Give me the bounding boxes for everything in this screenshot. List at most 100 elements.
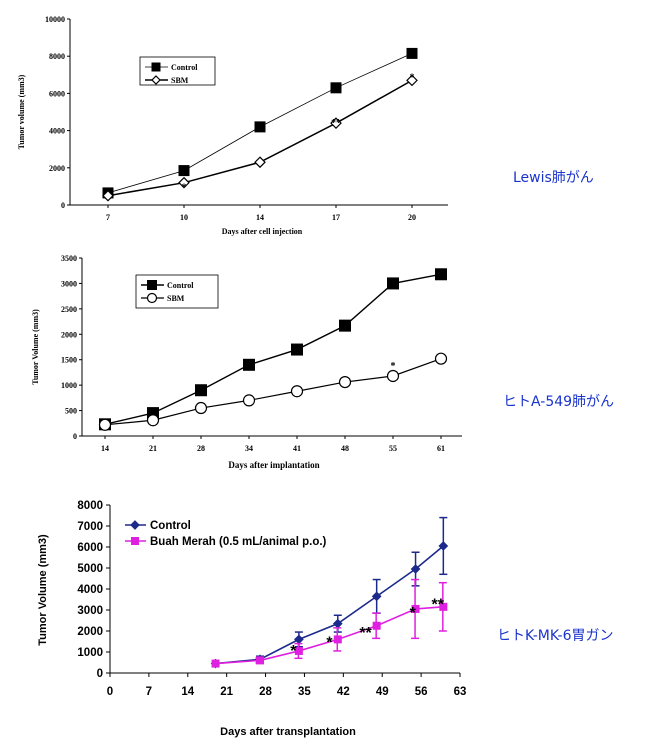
legend: Control SBM: [139, 56, 216, 86]
data-point-control: [406, 47, 418, 59]
significance-marker: *: [410, 605, 417, 622]
x-tick-label: 10: [180, 213, 188, 222]
y-tick-label: 4000: [49, 127, 65, 136]
significance-marker: **: [331, 118, 341, 129]
x-tick-label: 61: [437, 444, 445, 453]
x-axis-label: Days after transplantation: [220, 726, 356, 738]
data-point-sbm: [338, 375, 352, 389]
legend-label: Buah Merah (0.5 mL/animal p.o.): [150, 536, 327, 548]
x-tick-label: 63: [454, 686, 467, 698]
significance-marker: *: [326, 635, 333, 652]
x-tick-label: 28: [259, 686, 272, 698]
series-line-sbm: [107, 79, 413, 197]
data-point-sbm: [194, 401, 208, 415]
x-tick-label: 21: [149, 444, 157, 453]
y-tick-label: 500: [65, 407, 77, 416]
series-line-sbm: [104, 358, 442, 426]
legend-marker: [147, 280, 157, 290]
y-axis-label: Tumor Volume (mm3): [31, 309, 40, 385]
data-point-control: [339, 319, 351, 332]
data-point-sbm: [242, 394, 256, 407]
x-tick-label: 21: [220, 686, 233, 698]
legend-label: Control: [150, 520, 191, 532]
data-point-sbm: [330, 117, 342, 130]
x-tick-label: 56: [415, 686, 428, 698]
data-point-sbm: [406, 74, 418, 87]
data-point-control: [330, 82, 342, 94]
y-tick-label: 1000: [61, 381, 77, 390]
legend-label: SBM: [167, 294, 185, 303]
legend-marker: [151, 62, 161, 72]
y-tick-label: 8000: [77, 500, 103, 512]
data-point-control: [291, 343, 303, 356]
data-point-control: [254, 121, 266, 133]
side-label: ヒトA-549肺がん: [503, 394, 614, 410]
y-tick-label: 5000: [77, 563, 103, 575]
legend-marker: [131, 537, 139, 545]
y-tick-label: 0: [61, 201, 65, 210]
data-point-sbm: [178, 176, 190, 189]
data-point-buah-merah: [333, 635, 342, 644]
y-axis-label: Tumor Volume (mm3): [37, 534, 49, 646]
x-tick-label: 35: [298, 686, 311, 698]
x-tick-label: 49: [376, 686, 389, 698]
y-tick-label: 0: [73, 432, 77, 441]
significance-marker: *: [290, 643, 297, 660]
side-label: Lewis肺がん: [513, 170, 594, 186]
data-point-buah-merah: [372, 621, 381, 630]
significance-marker: *: [391, 361, 396, 372]
data-point-sbm: [434, 352, 448, 365]
y-tick-label: 0: [97, 668, 103, 680]
side-label: ヒトK-MK-6胃ガン: [497, 628, 614, 644]
legend-marker: [151, 75, 161, 85]
legend: Control SBM: [135, 274, 219, 309]
data-point-control: [371, 591, 382, 602]
x-tick-label: 48: [341, 444, 349, 453]
data-point-buah-merah: [211, 659, 220, 668]
significance-marker: *: [182, 182, 187, 193]
y-tick-label: 10000: [45, 15, 65, 24]
legend: Control Buah Merah (0.5 mL/animal p.o.): [125, 520, 327, 548]
data-point-sbm: [290, 385, 304, 398]
y-tick-label: 2000: [77, 626, 103, 638]
x-axis-label: Days after implantation: [228, 460, 319, 470]
legend-label: Control: [167, 281, 194, 290]
x-tick-label: 14: [256, 213, 264, 222]
legend-marker: [130, 520, 140, 530]
x-tick-label: 20: [408, 213, 416, 222]
chart-lewis-lung: Tumor volume (mm3) Days after cell injec…: [17, 15, 594, 236]
x-tick-label: 7: [146, 686, 152, 698]
y-tick-label: 2000: [61, 330, 77, 339]
x-tick-label: 17: [332, 213, 340, 222]
y-axis-label: Tumor volume (mm3): [17, 74, 26, 149]
data-point-control: [410, 564, 421, 574]
data-point-control: [438, 541, 449, 551]
data-point-buah-merah: [294, 646, 303, 655]
chart-a549-lung: Tumor Volume (mm3) Days after implantati…: [31, 254, 614, 470]
data-point-sbm: [102, 189, 114, 202]
significance-marker: *: [410, 73, 415, 84]
x-tick-label: 0: [107, 686, 113, 698]
x-axis-label: Days after cell injection: [222, 227, 303, 236]
legend-label: SBM: [171, 76, 189, 85]
y-tick-label: 2500: [61, 305, 77, 314]
y-tick-label: 6000: [49, 89, 65, 98]
y-tick-label: 3000: [77, 605, 103, 617]
x-tick-label: 14: [101, 444, 109, 453]
x-tick-label: 14: [181, 686, 194, 698]
significance-marker: **: [432, 597, 445, 614]
data-point-sbm: [254, 156, 266, 169]
y-tick-label: 4000: [77, 584, 103, 596]
data-point-control: [178, 165, 190, 177]
data-point-control: [195, 384, 207, 397]
legend-box: [135, 274, 219, 309]
y-tick-label: 3000: [61, 279, 77, 288]
x-tick-label: 28: [197, 444, 205, 453]
chart-kmk6-gastric: Tumor Volume (mm3) Days after transplant…: [37, 500, 614, 738]
y-tick-label: 1500: [61, 356, 77, 365]
data-point-sbm: [386, 369, 400, 383]
x-tick-label: 42: [337, 686, 350, 698]
data-point-buah-merah: [256, 656, 264, 665]
x-tick-label: 7: [106, 213, 110, 222]
